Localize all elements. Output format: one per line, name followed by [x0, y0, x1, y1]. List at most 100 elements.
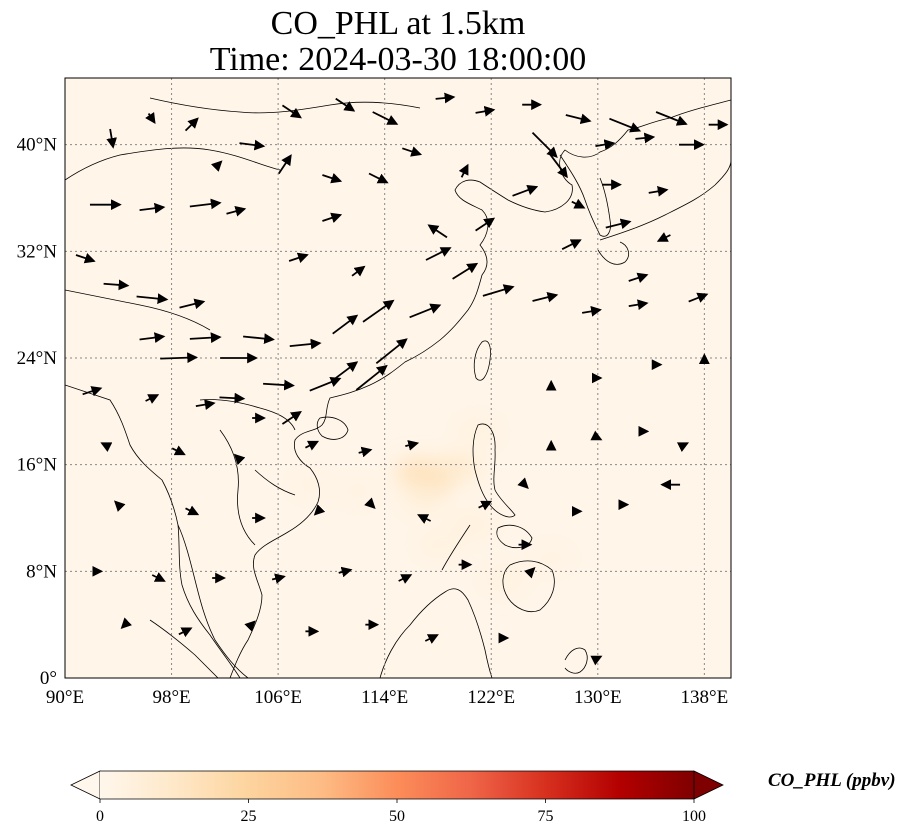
wind-arrow: [402, 146, 423, 157]
wind-arrow: [184, 117, 199, 132]
wind-vectors: [75, 92, 729, 666]
concentration-hotspot: [449, 510, 494, 539]
wind-arrow: [195, 399, 216, 410]
wind-arrow: [120, 617, 133, 629]
wind-arrow: [189, 198, 222, 210]
wind-arrow: [475, 105, 496, 117]
wind-arrow: [565, 113, 592, 125]
wind-arrow: [189, 332, 222, 344]
bay-of-bengal-coast: [65, 384, 241, 678]
wind-arrow: [609, 117, 642, 133]
lat-tick-label: 32°N: [17, 241, 58, 262]
wind-arrow: [322, 212, 343, 223]
wind-arrow: [139, 332, 166, 343]
wind-arrow: [409, 303, 442, 319]
wind-arrow: [524, 567, 536, 579]
wind-arrow: [313, 504, 326, 516]
border-indochina: [219, 429, 256, 546]
wind-arrow: [226, 206, 247, 217]
wind-arrow: [106, 128, 117, 149]
china-coastline: [229, 99, 731, 678]
wind-arrow: [595, 139, 616, 150]
japan-coast: [599, 159, 731, 241]
wind-arrow: [517, 477, 529, 489]
wind-arrow: [532, 291, 559, 303]
concentration-hotspot: [455, 417, 500, 446]
lon-tick-label: 130°E: [574, 687, 622, 708]
wind-arrow: [561, 239, 582, 250]
wind-arrow: [309, 376, 342, 392]
wind-arrow: [233, 453, 246, 466]
wind-arrow: [305, 440, 320, 451]
borneo-island: [379, 588, 493, 678]
wind-arrow: [75, 253, 96, 264]
wind-arrow: [239, 139, 266, 151]
concentration-hotspot: [415, 530, 460, 559]
wind-arrow: [278, 154, 292, 175]
wind-arrow: [351, 265, 366, 277]
wind-arrow: [435, 92, 456, 104]
lat-tick-label: 16°N: [17, 455, 58, 476]
lon-tick-label: 90°E: [46, 687, 84, 708]
wind-arrow: [114, 500, 126, 512]
wind-arrow: [171, 445, 186, 456]
lon-tick-label: 122°E: [467, 687, 515, 708]
wind-arrow: [335, 97, 356, 112]
concentration-hotspot: [289, 470, 334, 499]
concentration-hotspot: [529, 544, 574, 572]
wind-arrow: [219, 392, 246, 404]
wind-arrow: [179, 298, 206, 310]
visayas-islands: [496, 524, 533, 549]
korea-coast: [559, 154, 611, 237]
wind-arrow: [628, 299, 649, 310]
colorbar-tick-label: 0: [96, 808, 104, 825]
wind-arrow: [263, 379, 295, 391]
mindanao-island: [502, 560, 555, 613]
wind-arrow: [372, 111, 399, 125]
wind-arrow: [210, 160, 223, 172]
colorbar-label: CO_PHL (ppbv): [768, 770, 896, 791]
lat-tick-label: 0°: [40, 668, 57, 689]
lon-tick-label: 114°E: [361, 687, 408, 708]
wind-arrow: [427, 224, 448, 239]
concentration-field: [289, 417, 574, 592]
wind-arrow: [605, 218, 632, 230]
wind-arrow: [405, 440, 420, 451]
wind-arrow: [590, 655, 603, 666]
border-tibet: [65, 289, 211, 331]
colorbar-tick-label: 100: [682, 808, 706, 825]
lon-tick-label: 98°E: [152, 687, 190, 708]
japan-kyushu: [597, 241, 630, 265]
wind-arrow: [368, 172, 389, 184]
luzon-island: [472, 423, 516, 518]
lon-tick-label: 106°E: [254, 687, 302, 708]
wind-arrow: [475, 217, 496, 232]
colorbar-tick-label: 25: [241, 808, 257, 825]
wind-arrow: [590, 430, 603, 441]
colorbar-ticks: 0 25 50 75 100: [96, 799, 706, 825]
sumatra-island: [149, 619, 219, 678]
wind-arrow: [244, 620, 256, 632]
colorbar-gradient: [100, 771, 694, 799]
wind-arrow: [136, 293, 169, 304]
wind-arrow: [178, 627, 193, 638]
coastlines: [65, 97, 731, 678]
wind-arrow: [82, 386, 103, 397]
wind-arrow: [676, 442, 689, 453]
wind-arrow: [531, 132, 558, 158]
hainan-island: [316, 416, 349, 440]
border-mongolia: [149, 97, 421, 114]
wind-arrow: [160, 352, 199, 364]
taiwan-island: [473, 340, 491, 381]
colorbar-extend-max: [693, 770, 724, 800]
wind-arrow: [375, 338, 408, 365]
wind-arrow: [151, 572, 166, 582]
colorbar-tick-label: 50: [389, 808, 405, 825]
wind-arrow: [655, 111, 688, 126]
wind-arrow: [332, 314, 359, 335]
palawan-island: [441, 524, 471, 571]
wind-arrow: [364, 497, 376, 509]
lat-tick-label: 24°N: [17, 348, 58, 369]
wind-arrow: [648, 185, 669, 197]
